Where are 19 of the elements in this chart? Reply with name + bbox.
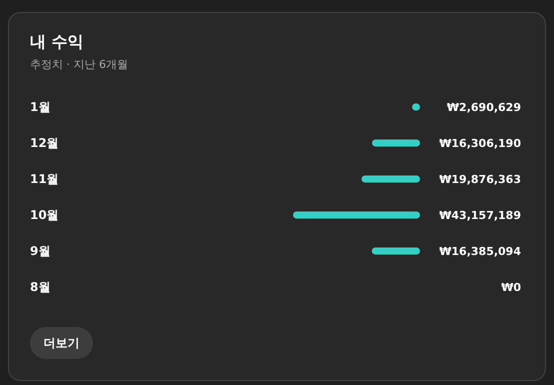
data-label: ₩0 — [501, 281, 522, 294]
y-tick-label: 10월 — [30, 208, 59, 222]
bar — [372, 140, 420, 146]
y-tick-label: 11월 — [30, 172, 59, 186]
text: 추정치 · 지난 6개월 — [30, 58, 128, 71]
data-label: ₩19,876,363 — [439, 173, 521, 186]
text: 더보기 — [44, 336, 80, 350]
data-label: ₩2,690,629 — [446, 101, 521, 114]
bar — [362, 176, 420, 182]
y-tick-label: 1월 — [30, 100, 50, 114]
data-label: ₩16,306,190 — [439, 137, 522, 150]
text: 내 수익 — [30, 32, 84, 51]
y-tick-label: 9월 — [30, 244, 50, 258]
data-label: ₩43,157,189 — [439, 209, 521, 222]
y-tick-label: 12월 — [30, 136, 59, 150]
y-tick-label: 8월 — [30, 280, 50, 294]
bar — [293, 212, 420, 218]
data-label: ₩16,385,094 — [439, 245, 522, 258]
bar — [372, 248, 420, 254]
